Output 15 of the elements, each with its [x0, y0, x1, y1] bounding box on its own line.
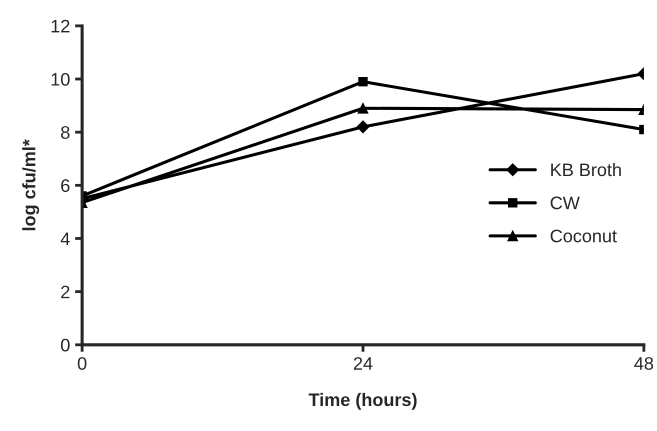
- x-tick-label: 0: [78, 357, 86, 370]
- y-tick-label: 4: [60, 232, 70, 246]
- legend-label: Coconut: [550, 230, 617, 242]
- y-tick-label: 12: [52, 20, 70, 32]
- y-tick-label: 0: [60, 338, 70, 352]
- legend-label: KB Broth: [551, 162, 621, 176]
- x-tick-label: 24: [354, 357, 373, 370]
- x-tick-label: 48: [634, 357, 654, 370]
- y-tick-label: 6: [61, 179, 70, 192]
- y-axis-title: log cfu/ml*: [22, 139, 40, 230]
- y-tick-label: 10: [52, 72, 70, 86]
- y-tick-label: 8: [61, 126, 70, 139]
- legend-label: CW: [550, 196, 580, 210]
- y-tick-label: 2: [61, 286, 70, 298]
- x-axis-title: Time (hours): [308, 392, 417, 410]
